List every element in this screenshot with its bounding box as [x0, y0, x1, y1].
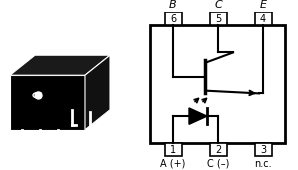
Text: E: E [260, 0, 266, 10]
Bar [164, 143, 181, 156]
Bar [254, 143, 271, 156]
Text: C (–): C (–) [207, 159, 229, 169]
Text: 1: 1 [170, 145, 176, 155]
Text: B: B [169, 0, 177, 10]
Text: 6: 6 [170, 14, 176, 24]
Text: 5: 5 [215, 14, 221, 24]
Bar [164, 12, 181, 25]
Bar [209, 143, 226, 156]
Text: C: C [214, 0, 222, 10]
Bar [254, 12, 271, 25]
Text: A (+): A (+) [160, 159, 186, 169]
Polygon shape [10, 55, 110, 75]
Text: 2: 2 [215, 145, 221, 155]
Bar [150, 25, 285, 143]
Polygon shape [189, 108, 207, 124]
Text: 4: 4 [260, 14, 266, 24]
Polygon shape [85, 55, 110, 130]
Text: n.c.: n.c. [254, 159, 272, 169]
Text: 3: 3 [260, 145, 266, 155]
Bar [209, 12, 226, 25]
Polygon shape [10, 75, 85, 130]
